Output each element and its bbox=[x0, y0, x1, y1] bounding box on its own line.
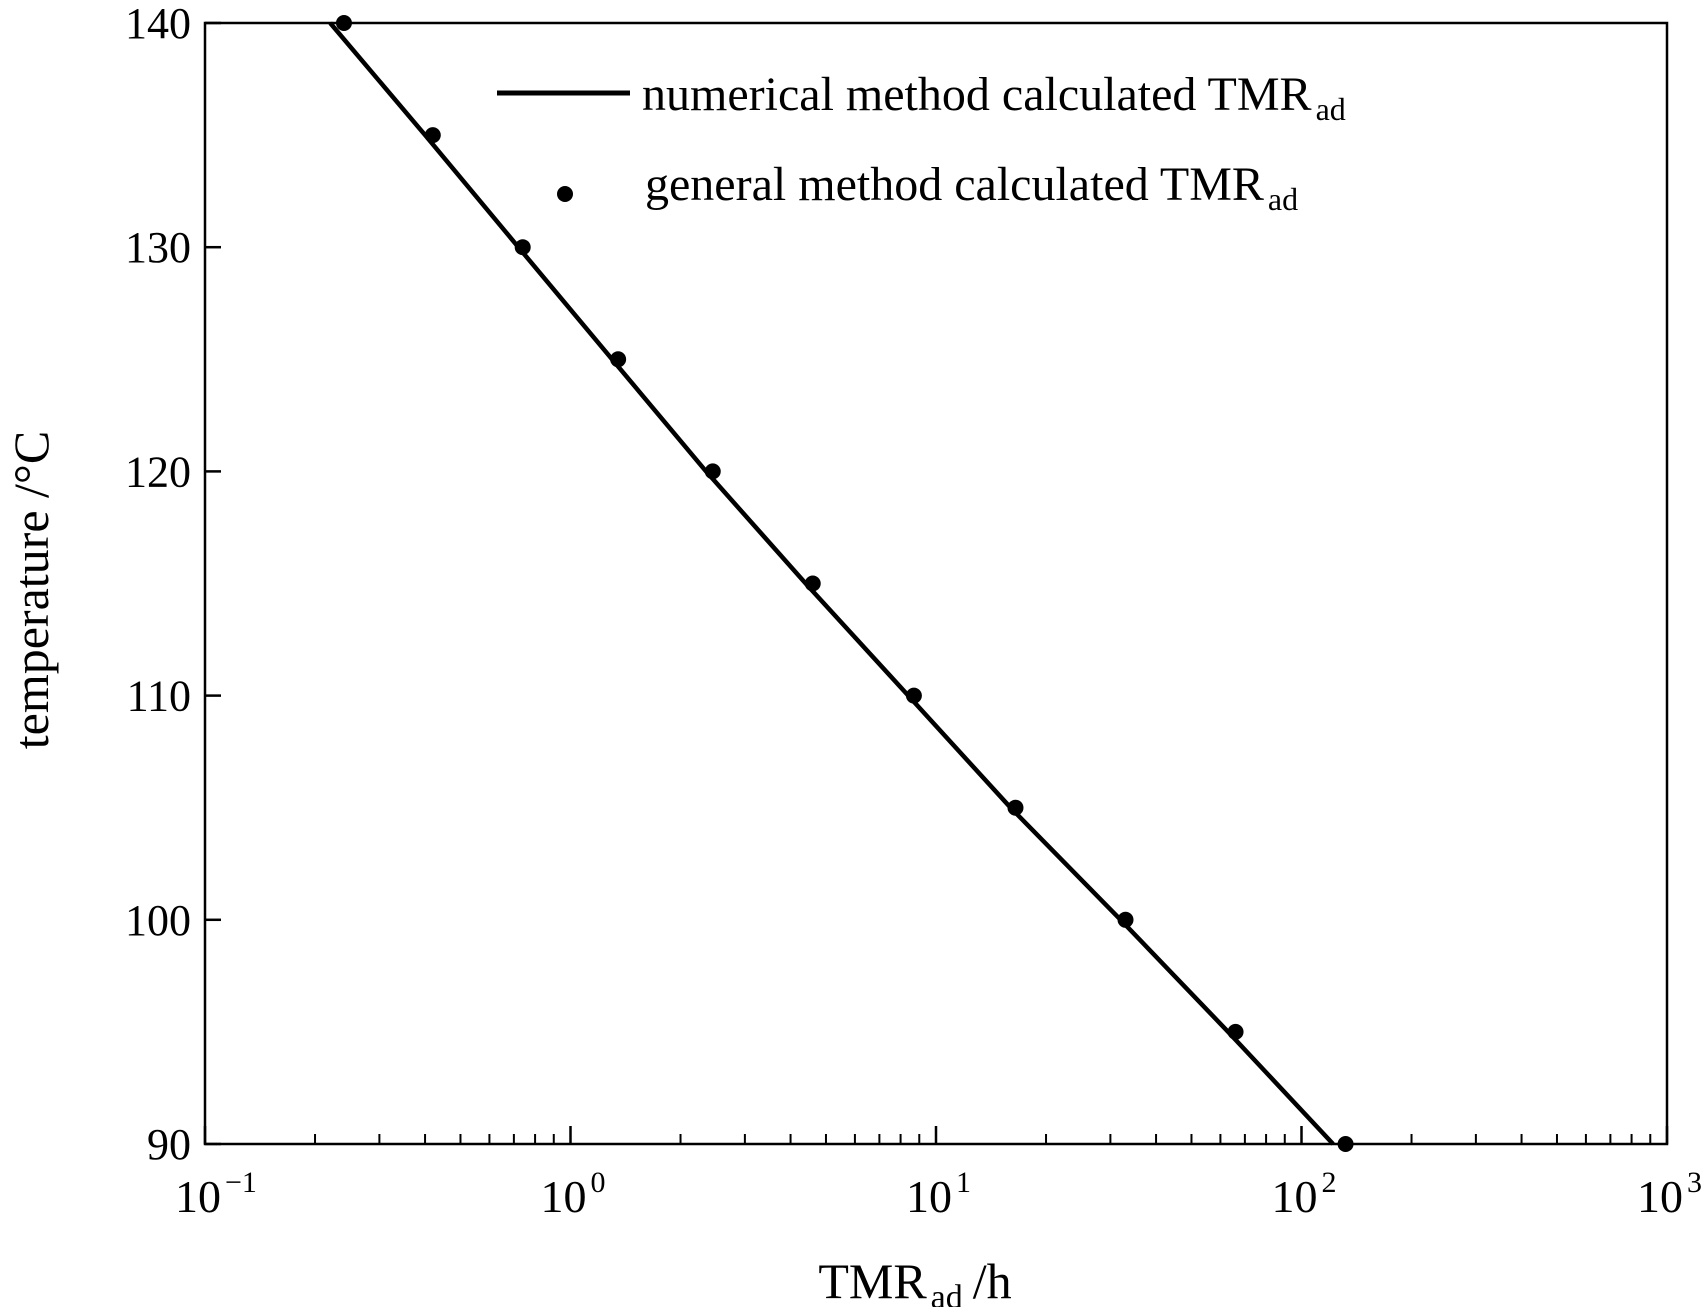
x-axis-label-main: TMR bbox=[818, 1253, 927, 1307]
y-tick-label: 110 bbox=[127, 672, 191, 721]
x-axis: 10 −1 10 0 10 1 10 2 10 3 bbox=[175, 1126, 1702, 1222]
legend-label-numerical: numerical method calculated TMR ad bbox=[642, 68, 1346, 127]
x-axis-label: TMR ad/h bbox=[818, 1253, 1011, 1307]
y-tick-label: 140 bbox=[125, 0, 191, 48]
data-point-general bbox=[514, 239, 531, 256]
legend-label-numerical-sub: ad bbox=[1316, 91, 1346, 127]
x-tick-exponent: 3 bbox=[1687, 1166, 1702, 1199]
legend-label-general: general method calculated TMR ad bbox=[645, 158, 1298, 217]
x-tick-base: 10 bbox=[906, 1171, 952, 1222]
minor-ticks bbox=[314, 1134, 1652, 1144]
plot-marks bbox=[328, 15, 1354, 1152]
x-tick-base: 10 bbox=[1272, 1171, 1318, 1222]
y-axis-label: temperature /°C bbox=[3, 431, 59, 749]
x-tick-label: 10 2 bbox=[1272, 1166, 1337, 1222]
data-point-general bbox=[1227, 1023, 1244, 1040]
x-tick-base: 10 bbox=[1637, 1171, 1683, 1222]
x-axis-label-unit: /h bbox=[973, 1253, 1012, 1307]
x-tick-label: 10 3 bbox=[1637, 1166, 1702, 1222]
y-tick-label: 130 bbox=[125, 223, 191, 272]
x-tick-exponent: 0 bbox=[591, 1166, 606, 1199]
x-tick-base: 10 bbox=[175, 1171, 221, 1222]
x-tick-base: 10 bbox=[541, 1171, 587, 1222]
data-point-general bbox=[704, 463, 721, 480]
x-axis-label-sub: ad bbox=[931, 1279, 963, 1307]
x-tick-exponent: 1 bbox=[956, 1166, 971, 1199]
x-tick-exponent: −1 bbox=[225, 1166, 257, 1199]
legend-label-general-text: general method calculated TMR bbox=[645, 158, 1264, 211]
x-tick-exponent: 2 bbox=[1322, 1166, 1337, 1199]
data-point-general bbox=[335, 15, 352, 31]
legend: numerical method calculated TMR ad genera… bbox=[497, 68, 1346, 217]
y-tick-label: 90 bbox=[147, 1120, 191, 1169]
data-point-general bbox=[1007, 799, 1024, 816]
x-tick-label: 10 0 bbox=[541, 1166, 606, 1222]
legend-label-general-sub: ad bbox=[1268, 181, 1298, 217]
data-point-general bbox=[424, 127, 441, 144]
data-point-general bbox=[610, 351, 627, 368]
legend-label-numerical-text: numerical method calculated TMR bbox=[642, 68, 1312, 121]
data-point-general bbox=[905, 687, 922, 704]
y-tick-label: 100 bbox=[125, 896, 191, 945]
data-point-general bbox=[1337, 1136, 1354, 1152]
data-point-general bbox=[1117, 911, 1134, 928]
legend-dot-swatch bbox=[557, 186, 573, 202]
data-point-general bbox=[804, 575, 821, 592]
y-tick-label: 120 bbox=[125, 447, 191, 496]
y-axis: 90 100 110 120 130 140 bbox=[125, 0, 221, 1169]
x-tick-label: 10 −1 bbox=[175, 1166, 257, 1222]
x-tick-label: 10 1 bbox=[906, 1166, 971, 1222]
